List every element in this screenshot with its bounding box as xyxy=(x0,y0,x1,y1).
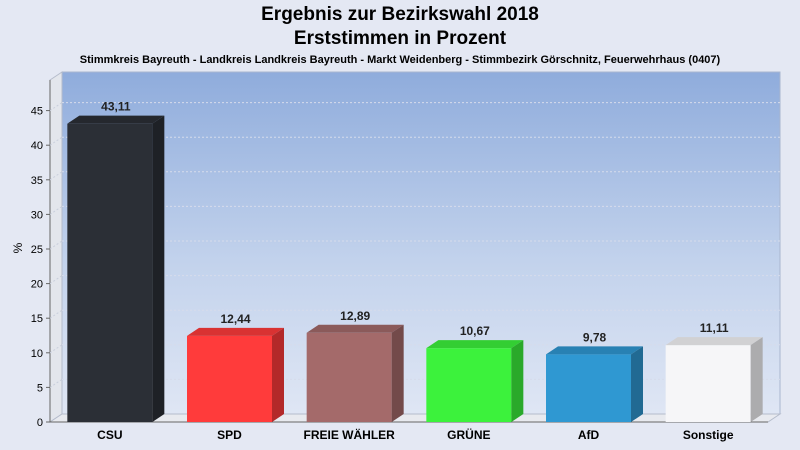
grid-line xyxy=(49,136,63,146)
bar-afd xyxy=(546,346,643,422)
bar-top xyxy=(67,115,165,124)
x-tick-label: SPD xyxy=(217,428,242,442)
grid-line xyxy=(49,275,63,285)
bar-spd xyxy=(187,327,284,422)
data-label: 12,89 xyxy=(340,309,370,323)
bar-grüne xyxy=(426,340,524,422)
bar-top xyxy=(426,340,524,349)
bar-front xyxy=(67,123,153,422)
bar-top xyxy=(306,324,404,333)
bar-top xyxy=(546,346,643,355)
x-tick-label: GRÜNE xyxy=(447,427,490,442)
y-tick-label: 45 xyxy=(31,106,43,118)
x-tick-label: AfD xyxy=(578,428,600,442)
bar-side xyxy=(152,115,165,422)
bar-front xyxy=(306,332,392,422)
chart-title: Ergebnis zur Bezirkswahl 2018 xyxy=(261,4,539,25)
data-label: 9,78 xyxy=(583,330,607,344)
bar-front xyxy=(187,335,272,422)
y-tick-label: 25 xyxy=(31,244,43,256)
bar-side xyxy=(631,346,643,422)
y-tick-label: 40 xyxy=(31,140,43,152)
bar-front xyxy=(546,354,631,422)
y-tick-label: 20 xyxy=(31,279,43,291)
grid-line xyxy=(49,344,63,354)
bar-top xyxy=(187,327,284,336)
bar-freie-wähler xyxy=(306,324,404,422)
bar-front xyxy=(665,345,751,422)
y-tick-label: 0 xyxy=(37,417,43,429)
bar-sonstige xyxy=(665,337,763,422)
y-tick-label: 35 xyxy=(31,175,43,187)
bar-side xyxy=(272,327,284,422)
data-label: 12,44 xyxy=(220,312,250,326)
bar-top xyxy=(665,337,763,346)
bar-front xyxy=(426,348,512,422)
bar-side xyxy=(391,324,404,422)
bar-side xyxy=(511,340,524,422)
data-label: 11,11 xyxy=(700,321,729,335)
y-axis-label: % xyxy=(11,242,25,253)
data-label: 43,11 xyxy=(101,100,131,114)
grid-line xyxy=(49,205,63,215)
plot-back-wall xyxy=(61,71,781,415)
grid-line xyxy=(49,378,63,388)
grid-line xyxy=(49,102,63,112)
plot-left-wall xyxy=(49,71,63,423)
chart-subtitle: Erststimmen in Prozent xyxy=(293,28,507,49)
x-tick-label: Sonstige xyxy=(683,428,734,442)
y-tick-label: 10 xyxy=(31,348,43,360)
grid-line xyxy=(49,309,63,319)
bar-side xyxy=(750,337,763,422)
x-tick-label: FREIE WÄHLER xyxy=(303,427,395,442)
chart-description: Stimmkreis Bayreuth - Landkreis Landkrei… xyxy=(79,54,721,66)
bar-csu xyxy=(67,115,165,422)
y-tick-label: 30 xyxy=(31,209,43,221)
y-tick-label: 15 xyxy=(31,313,43,325)
grid-line xyxy=(49,171,63,181)
x-tick-label: CSU xyxy=(97,428,122,442)
grid-line xyxy=(49,240,63,250)
y-tick-label: 5 xyxy=(37,382,43,394)
data-label: 10,67 xyxy=(460,324,490,338)
